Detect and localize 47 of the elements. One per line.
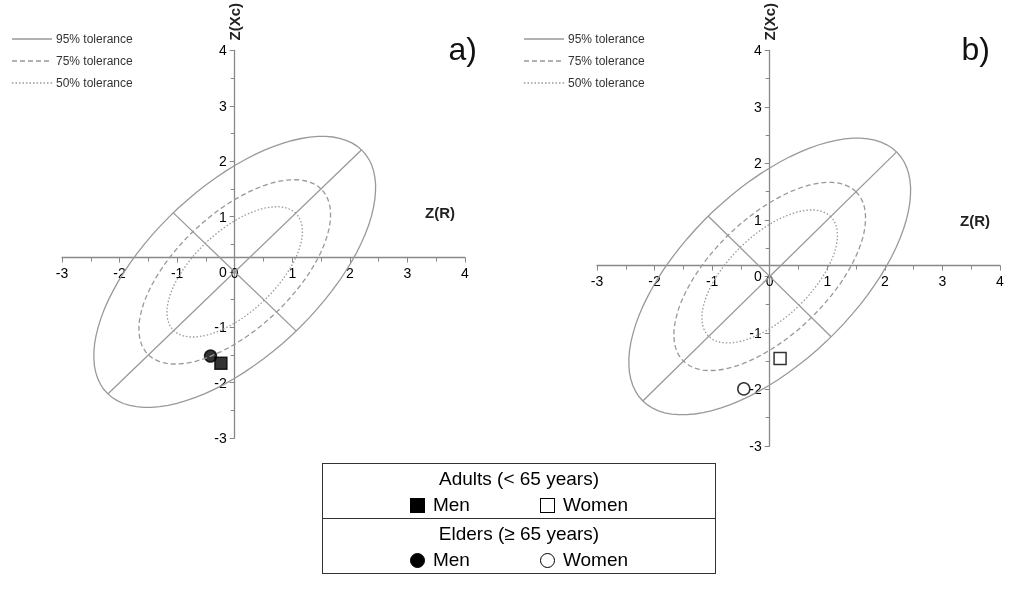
x-tick-label: -3 xyxy=(55,264,69,281)
y-tick-label: -3 xyxy=(749,438,762,454)
x-tick-label: 4 xyxy=(461,264,470,281)
x-axis-title: Z(R) xyxy=(425,203,455,221)
x-tick-label: 1 xyxy=(823,272,832,289)
annotation: 50% tolerance xyxy=(568,76,645,90)
y-tick-label: 1 xyxy=(218,208,227,225)
text: Men xyxy=(432,494,470,515)
y-tick-label: 4 xyxy=(218,42,227,59)
text: Women xyxy=(562,549,629,570)
x-tick-label: 2 xyxy=(345,264,354,281)
y-tick-label: -2 xyxy=(214,374,227,391)
chart-title: a) xyxy=(448,31,477,67)
x-tick-label: 3 xyxy=(403,264,412,281)
y-tick-label: 1 xyxy=(753,211,762,228)
x-tick-label: -3 xyxy=(590,272,604,289)
y-axis-title: Z(Xc) xyxy=(226,3,244,41)
x-tick-label: 0 xyxy=(230,264,239,281)
text: Women xyxy=(562,494,629,515)
y-tick-label: -1 xyxy=(214,319,227,336)
y-tick-label: -3 xyxy=(214,430,227,446)
y-tick-label: -2 xyxy=(749,381,762,398)
x-tick-label: 3 xyxy=(938,272,947,289)
y-tick-label: 2 xyxy=(218,153,227,170)
x-tick-label: 1 xyxy=(288,264,297,281)
text: Elders (≥ 65 years) xyxy=(437,523,601,545)
x-axis-title: Z(R) xyxy=(960,211,990,229)
x-tick-label: -2 xyxy=(648,272,662,289)
y-tick-label: -1 xyxy=(749,324,762,341)
y-tick-label: 3 xyxy=(218,97,227,114)
x-tick-label: -2 xyxy=(113,264,127,281)
chart-title: b) xyxy=(961,31,990,67)
text: 95% tolerance xyxy=(568,32,645,46)
text: 95% tolerance xyxy=(56,32,133,46)
annotation: 75% tolerance xyxy=(568,54,645,68)
x-tick-label: 2 xyxy=(880,272,889,289)
text: Men xyxy=(432,549,470,570)
x-tick-label: -1 xyxy=(170,264,184,281)
x-tick-label: 4 xyxy=(996,272,1005,289)
text: Adults (< 65 years) xyxy=(438,468,600,490)
x-tick-label: -1 xyxy=(705,272,719,289)
annotation: 75% tolerance xyxy=(56,54,133,68)
y-tick-label: 2 xyxy=(753,155,762,172)
y-tick-label: 3 xyxy=(753,98,762,115)
annotation: 50% tolerance xyxy=(56,76,133,90)
y-tick-label: 4 xyxy=(753,42,762,59)
y-axis-title: Z(Xc) xyxy=(761,3,779,41)
